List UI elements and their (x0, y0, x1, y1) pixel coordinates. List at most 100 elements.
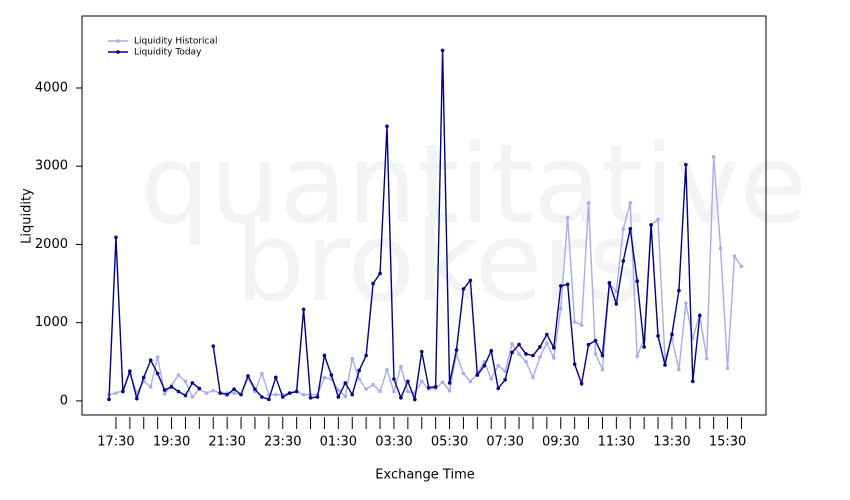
point (162, 388, 167, 392)
point (357, 377, 362, 381)
point (552, 345, 556, 350)
point (691, 379, 695, 384)
point (628, 227, 633, 231)
point (677, 288, 681, 293)
point (725, 366, 730, 370)
point (558, 284, 563, 288)
point (364, 353, 368, 358)
point (510, 342, 514, 346)
point (565, 282, 570, 287)
point (232, 391, 236, 395)
x-tick-label: 21:30 (208, 435, 245, 450)
point (482, 363, 487, 368)
legend-swatch (116, 50, 120, 54)
point (704, 356, 709, 361)
watermark: brokers (235, 198, 645, 326)
point (392, 377, 396, 381)
point (635, 354, 639, 359)
point (155, 371, 160, 376)
point (128, 369, 132, 373)
point (364, 387, 368, 391)
point (287, 391, 292, 395)
point (510, 350, 514, 355)
point (635, 279, 639, 284)
legend-label: Liquidity Today (134, 48, 202, 58)
point (378, 271, 382, 276)
point (294, 389, 299, 394)
point (141, 375, 146, 380)
point (538, 345, 542, 349)
point (642, 345, 646, 349)
point (524, 360, 528, 364)
point (322, 353, 327, 358)
legend-label: Liquidity Historical (134, 37, 218, 47)
point (565, 216, 570, 220)
point (385, 367, 389, 372)
point (260, 395, 264, 399)
x-tick-label: 01:30 (320, 435, 357, 450)
point (461, 371, 466, 376)
point (274, 375, 278, 380)
point (419, 379, 424, 384)
point (531, 375, 535, 380)
point (558, 306, 563, 311)
point (468, 379, 473, 384)
point (162, 392, 167, 396)
x-tick-label: 11:30 (598, 435, 635, 450)
watermark: quantitative (140, 120, 807, 248)
point (343, 394, 348, 399)
point (301, 392, 306, 397)
point (593, 338, 598, 343)
point (524, 352, 528, 356)
point (280, 395, 285, 399)
x-tick-label: 15:30 (709, 435, 746, 450)
point (503, 369, 507, 373)
point (232, 387, 236, 391)
point (475, 373, 480, 377)
point (614, 289, 619, 294)
point (586, 201, 591, 205)
point (649, 223, 653, 227)
point (600, 353, 605, 358)
x-tick-label: 09:30 (542, 435, 579, 450)
point (371, 281, 375, 286)
x-tick-label: 07:30 (486, 435, 523, 450)
point (718, 246, 723, 251)
point (677, 367, 681, 372)
point (392, 389, 396, 394)
point (517, 342, 521, 347)
point (148, 385, 153, 389)
point (621, 227, 626, 231)
point (183, 379, 188, 384)
point (225, 392, 229, 397)
point (246, 374, 250, 378)
point (371, 382, 375, 387)
point (336, 395, 341, 399)
point (656, 334, 660, 338)
point (579, 323, 584, 327)
point (517, 352, 521, 356)
plot-frame (81, 15, 767, 416)
point (176, 389, 181, 394)
point (670, 332, 674, 337)
y-tick-label: 3000 (35, 159, 68, 174)
point (440, 380, 445, 384)
y-axis-label: Liquidity (20, 188, 35, 244)
point (336, 388, 341, 392)
point (503, 377, 507, 382)
point (419, 349, 424, 354)
point (204, 391, 209, 395)
point (148, 358, 153, 363)
point (628, 201, 633, 205)
point (600, 367, 605, 372)
point (663, 363, 667, 367)
y-tick-label: 4000 (35, 80, 68, 95)
point (711, 155, 716, 159)
point (586, 342, 591, 347)
x-axis-label: Exchange Time (375, 468, 474, 483)
point (114, 235, 118, 240)
point (684, 162, 688, 167)
point (260, 371, 264, 376)
point (489, 377, 494, 381)
point (343, 381, 348, 385)
